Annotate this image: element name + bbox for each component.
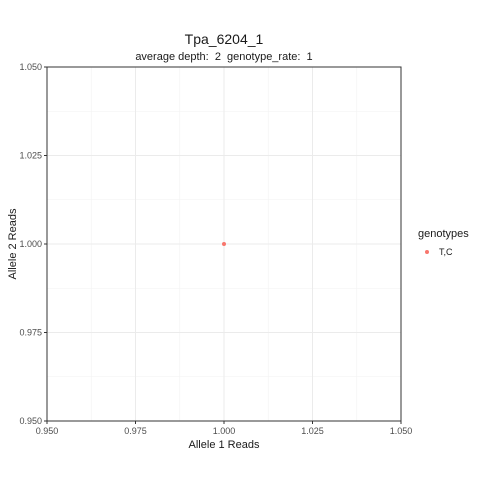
legend-title: genotypes xyxy=(418,228,469,240)
y-tick-label: 1.050 xyxy=(19,62,42,72)
x-tick-label: 0.950 xyxy=(36,426,59,436)
y-tick-label: 1.025 xyxy=(19,151,42,161)
plot-panel xyxy=(46,66,402,422)
x-tick-label: 1.000 xyxy=(213,426,236,436)
x-axis-title: Allele 1 Reads xyxy=(189,439,260,451)
y-axis-title: Allele 2 Reads xyxy=(7,208,19,279)
x-tick-label: 1.050 xyxy=(390,426,413,436)
legend-label-tc: T,C xyxy=(439,247,453,257)
legend: genotypes T,C xyxy=(418,228,469,257)
x-tick-label: 1.025 xyxy=(301,426,324,436)
x-tick-label: 0.975 xyxy=(124,426,147,436)
chart-title: Tpa_6204_1 xyxy=(185,31,264,47)
y-axis-ticks: 0.950 0.975 1.000 1.025 1.050 xyxy=(19,62,47,426)
x-axis-ticks: 0.950 0.975 1.000 1.025 1.050 xyxy=(36,421,413,436)
y-tick-label: 0.950 xyxy=(19,416,42,426)
chart-subtitle: average depth: 2 genotype_rate: 1 xyxy=(135,51,312,63)
legend-key-tc xyxy=(425,250,429,254)
data-points xyxy=(222,242,226,246)
y-tick-label: 1.000 xyxy=(19,239,42,249)
data-point xyxy=(222,242,226,246)
y-tick-label: 0.975 xyxy=(19,328,42,338)
